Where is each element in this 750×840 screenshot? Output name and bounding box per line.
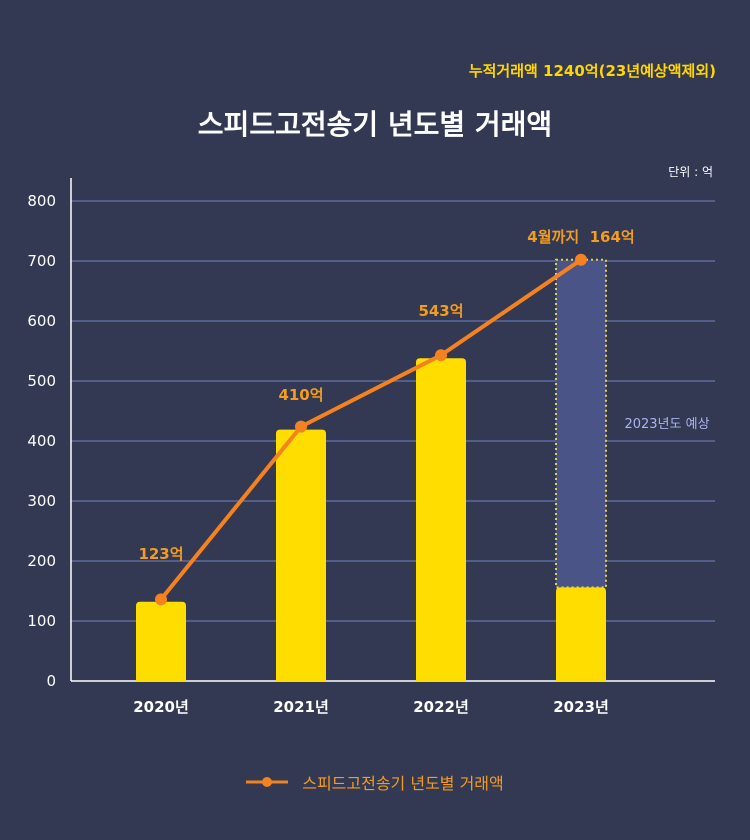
point-0: [155, 593, 167, 606]
cumulative-note: 누적거래액 1240억(23년예상액제외): [468, 62, 716, 80]
forecast-box: [555, 258, 607, 589]
data-label-0: 123억: [138, 545, 183, 563]
data-label-3: 4월까지 164억: [527, 228, 634, 246]
bar-1: [276, 429, 326, 681]
bar-2: [416, 358, 466, 681]
legend-line-marker-icon: [246, 777, 289, 787]
point-3: [575, 253, 587, 266]
y-tick-label-100: 100: [27, 612, 56, 630]
point-1: [295, 420, 307, 433]
legend-label: 스피드고전송기 년도별 거래액: [302, 774, 504, 793]
data-label-1: 410억: [278, 386, 323, 404]
bar-3: [556, 587, 606, 681]
point-2: [435, 349, 447, 362]
y-tick-label-700: 700: [27, 252, 56, 270]
y-tick-label-0: 0: [46, 672, 56, 690]
x-tick-label-1: 2021년: [273, 698, 329, 716]
y-tick-label-400: 400: [27, 432, 56, 450]
y-tick-label-500: 500: [27, 372, 56, 390]
unit-label: 단위 : 억: [668, 165, 713, 179]
y-tick-label-800: 800: [27, 192, 56, 210]
x-tick-label-2: 2022년: [413, 698, 469, 716]
bar-0: [136, 601, 186, 681]
data-label-2: 543억: [418, 302, 463, 320]
y-tick-label-200: 200: [27, 552, 56, 570]
x-tick-label-0: 2020년: [133, 698, 189, 716]
y-tick-label-600: 600: [27, 312, 56, 330]
x-tick-label-3: 2023년: [553, 698, 609, 716]
series-line: [159, 258, 583, 601]
legend: 스피드고전송기 년도별 거래액: [0, 770, 750, 794]
y-tick-label-300: 300: [27, 492, 56, 510]
forecast-label: 2023년도 예상: [624, 417, 709, 432]
chart-title: 스피드고전송기 년도별 거래액: [197, 108, 553, 141]
